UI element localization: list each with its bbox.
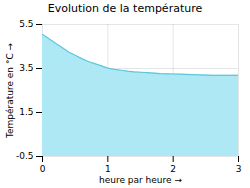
svg-text:1: 1 bbox=[105, 164, 111, 174]
svg-text:-0.5: -0.5 bbox=[16, 151, 34, 161]
svg-text:0: 0 bbox=[40, 164, 46, 174]
svg-text:3.5: 3.5 bbox=[19, 63, 33, 73]
svg-text:3: 3 bbox=[236, 164, 242, 174]
svg-text:heure par heure →: heure par heure → bbox=[99, 175, 182, 185]
svg-text:2: 2 bbox=[170, 164, 176, 174]
svg-text:Température en °C →: Température en °C → bbox=[5, 42, 15, 139]
svg-text:5.5: 5.5 bbox=[19, 19, 33, 29]
svg-text:1.5: 1.5 bbox=[19, 107, 33, 117]
html-text:Evolution de la température: Evolution de la température bbox=[47, 2, 203, 15]
